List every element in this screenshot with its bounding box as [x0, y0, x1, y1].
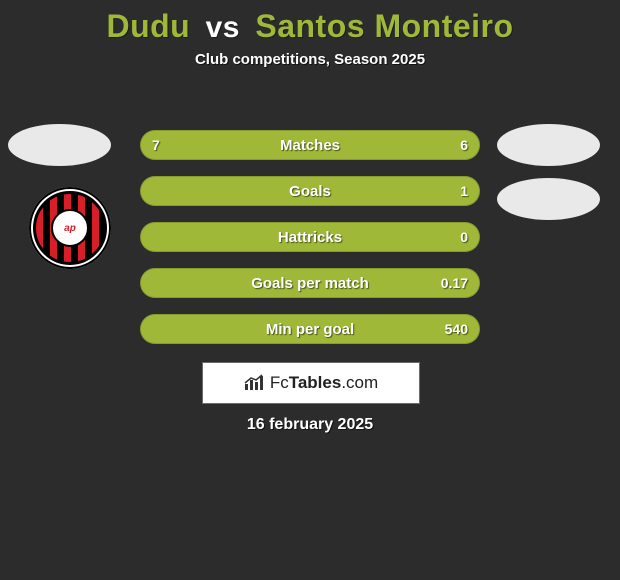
brand-bold: Tables [289, 373, 342, 392]
stat-value-right: 540 [445, 321, 468, 337]
brand-suffix: .com [341, 373, 378, 392]
player1-name: Dudu [106, 8, 190, 44]
stat-row: Hattricks 0 [140, 222, 480, 252]
stat-row: 7 Matches 6 [140, 130, 480, 160]
stat-label: Min per goal [266, 321, 354, 338]
player2-name: Santos Monteiro [255, 8, 513, 44]
stat-value-right: 0.17 [441, 275, 468, 291]
brand-text: FcTables.com [270, 373, 378, 393]
club-badge-monogram: ap [51, 209, 89, 247]
bar-chart-icon [244, 374, 266, 392]
stat-row: Min per goal 540 [140, 314, 480, 344]
stat-label: Goals per match [251, 275, 369, 292]
player2-club-placeholder [497, 178, 600, 220]
stat-row: Goals per match 0.17 [140, 268, 480, 298]
stat-value-right: 6 [460, 137, 468, 153]
page-title: Dudu vs Santos Monteiro [0, 8, 620, 45]
comparison-card: Dudu vs Santos Monteiro Club competition… [0, 8, 620, 580]
stat-value-right: 1 [460, 183, 468, 199]
player2-photo-placeholder [497, 124, 600, 166]
brand-prefix: Fc [270, 373, 289, 392]
stat-label: Hattricks [278, 229, 342, 246]
vs-label: vs [206, 11, 240, 44]
club-badge-stripes: ap [33, 191, 107, 265]
stat-value-left: 7 [152, 137, 160, 153]
subtitle: Club competitions, Season 2025 [0, 51, 620, 68]
stat-label: Goals [289, 183, 331, 200]
stat-value-right: 0 [460, 229, 468, 245]
player1-photo-placeholder [8, 124, 111, 166]
stat-row: Goals 1 [140, 176, 480, 206]
date-label: 16 february 2025 [0, 416, 620, 434]
brand-box[interactable]: FcTables.com [202, 362, 420, 404]
stats-area: 7 Matches 6 Goals 1 Hattricks 0 Goals per match… [140, 130, 480, 360]
player1-club-badge: ap [29, 187, 111, 269]
stat-label: Matches [280, 137, 340, 154]
